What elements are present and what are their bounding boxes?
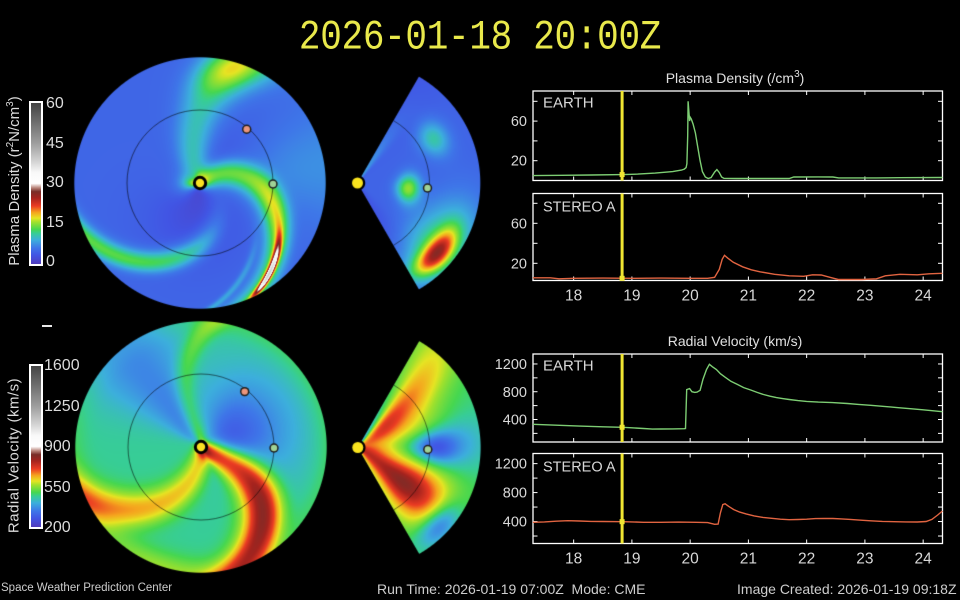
svg-text:19: 19 — [623, 288, 640, 305]
svg-text:STEREO A: STEREO A — [543, 460, 616, 476]
svg-text:24: 24 — [915, 288, 933, 305]
svg-text:20: 20 — [682, 288, 700, 305]
svg-text:Radial Velocity (km/s): Radial Velocity (km/s) — [668, 333, 803, 349]
svg-text:19: 19 — [623, 551, 640, 568]
svg-text:800: 800 — [503, 486, 527, 502]
svg-text:21: 21 — [740, 551, 757, 568]
svg-text:EARTH: EARTH — [543, 358, 594, 375]
svg-text:STEREO A: STEREO A — [543, 200, 616, 216]
svg-text:24: 24 — [915, 551, 933, 568]
svg-text:1200: 1200 — [495, 457, 527, 473]
svg-text:22: 22 — [798, 551, 815, 568]
svg-text:23: 23 — [856, 551, 873, 568]
svg-text:60: 60 — [511, 114, 527, 130]
svg-text:22: 22 — [798, 288, 815, 305]
svg-text:800: 800 — [503, 385, 527, 401]
svg-text:18: 18 — [565, 288, 582, 305]
svg-text:1200: 1200 — [495, 357, 527, 373]
svg-text:20: 20 — [682, 551, 700, 568]
svg-text:18: 18 — [565, 551, 582, 568]
svg-text:60: 60 — [511, 216, 527, 232]
svg-text:EARTH: EARTH — [543, 95, 594, 112]
svg-text:21: 21 — [740, 288, 757, 305]
svg-text:20: 20 — [511, 154, 527, 170]
svg-text:Plasma Density (/cm3): Plasma Density (/cm3) — [666, 69, 805, 86]
svg-text:23: 23 — [856, 288, 873, 305]
svg-text:400: 400 — [503, 413, 527, 429]
svg-text:400: 400 — [503, 515, 527, 531]
svg-text:20: 20 — [511, 256, 527, 272]
